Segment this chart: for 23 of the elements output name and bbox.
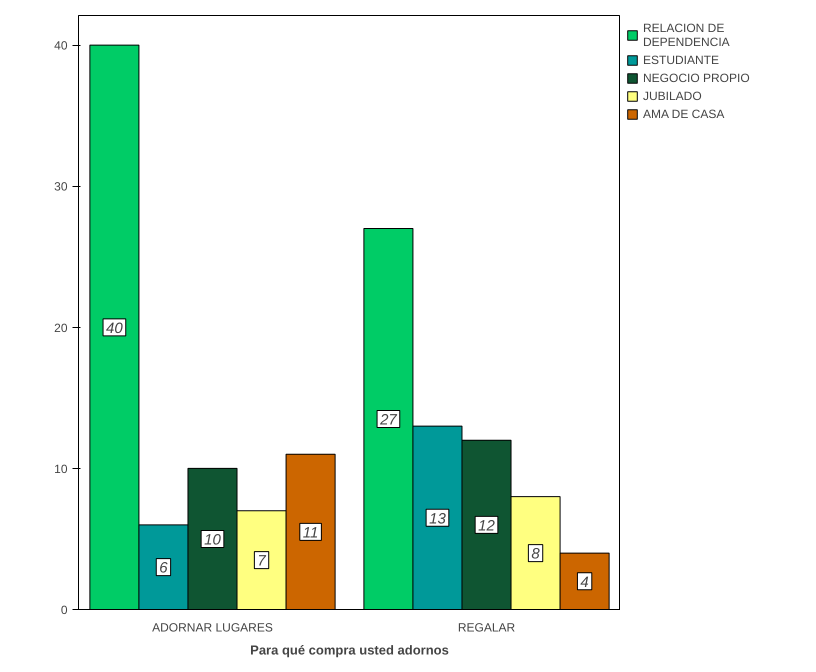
legend-label: RELACION DE DEPENDENCIA — [643, 21, 730, 49]
data-label: 12 — [478, 517, 496, 534]
x-tick-label: REGALAR — [458, 620, 516, 634]
data-label: 11 — [302, 524, 318, 542]
legend-label: NEGOCIO PROPIO — [643, 71, 750, 85]
y-tick-label: 20 — [54, 320, 68, 335]
data-label: 6 — [159, 560, 168, 577]
legend-label: AMA DE CASA — [643, 107, 724, 121]
data-label: 10 — [204, 531, 222, 548]
legend-label: ESTUDIANTE — [643, 53, 720, 67]
data-label: 40 — [106, 320, 124, 337]
data-label: 27 — [379, 412, 398, 429]
y-tick-label: 30 — [54, 180, 68, 194]
legend-label: JUBILADO — [643, 89, 702, 103]
data-label: 7 — [257, 552, 266, 570]
y-tick-label: 40 — [54, 38, 68, 53]
y-tick-label: 10 — [54, 462, 68, 476]
y-tick-label: 0 — [60, 603, 68, 617]
data-label: 13 — [429, 510, 446, 528]
data-label: 4 — [580, 574, 589, 591]
data-label: 8 — [531, 546, 540, 563]
x-tick-label: ADORNAR LUGARES — [152, 620, 273, 634]
x-axis-title: Para qué compra usted adornos — [250, 642, 449, 658]
